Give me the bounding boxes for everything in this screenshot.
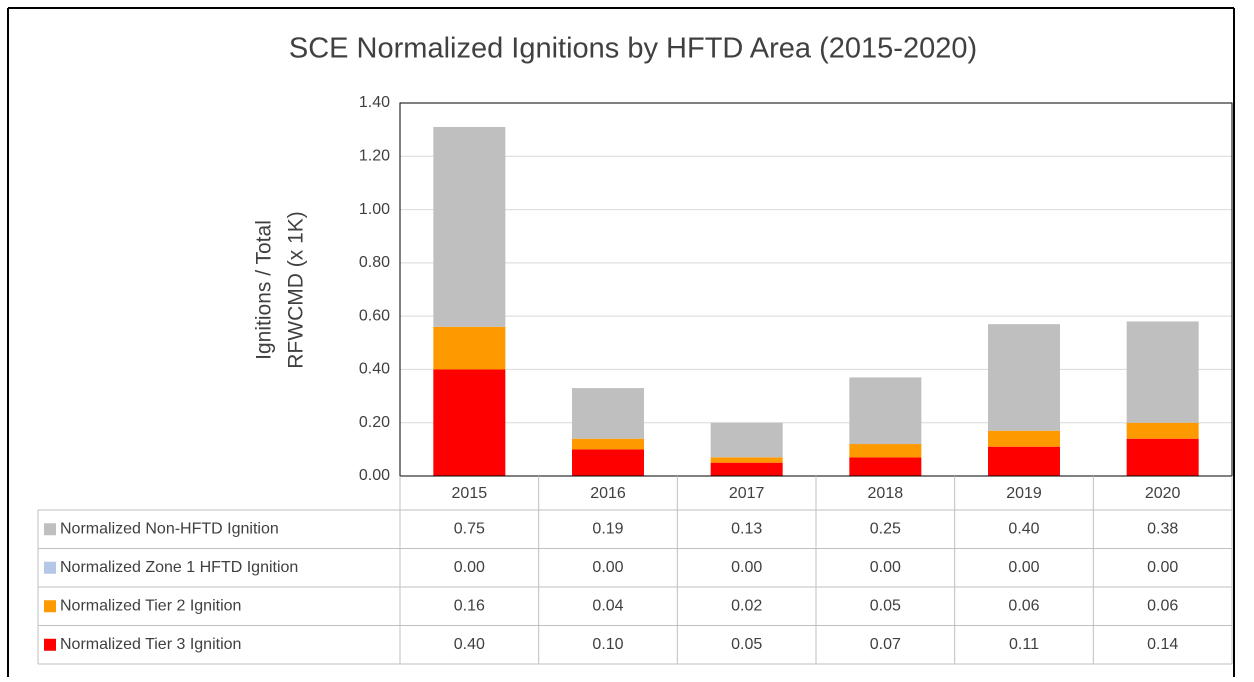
bar-segment [988, 430, 1060, 447]
legend-swatch [44, 561, 56, 574]
legend-swatch [44, 638, 56, 651]
x-tick-label: 2015 [452, 485, 488, 502]
y-tick-label: 0.40 [359, 361, 390, 378]
y-axis-label: Ignitions / Total [253, 220, 276, 360]
y-axis-label: RFWCMD (x 1K) [285, 211, 308, 368]
bar-segment [988, 446, 1060, 476]
table-value: 0.05 [731, 636, 762, 653]
bar-segment [988, 324, 1060, 431]
y-tick-label: 1.40 [359, 94, 390, 111]
bar-segment [710, 462, 783, 476]
table-value: 0.00 [731, 559, 762, 576]
x-tick-label: 2016 [590, 485, 626, 502]
legend-swatch [44, 523, 56, 536]
legend-swatch [44, 600, 56, 613]
y-tick-label: 0.60 [359, 307, 390, 324]
bar-segment [849, 444, 922, 458]
table-value: 0.10 [592, 636, 623, 653]
bar-segment [849, 377, 922, 445]
x-tick-label: 2020 [1145, 485, 1181, 502]
bar-segment [849, 457, 922, 476]
table-value: 0.38 [1147, 520, 1178, 537]
table-value: 0.16 [454, 597, 485, 614]
y-tick-label: 0.00 [359, 467, 390, 484]
bar-segment [710, 422, 783, 458]
table-value: 0.14 [1147, 636, 1178, 653]
y-tick-label: 0.80 [359, 254, 390, 271]
bar-segment [1126, 438, 1199, 476]
table-value: 0.05 [870, 597, 901, 614]
table-value: 0.13 [731, 520, 762, 537]
y-tick-label: 0.20 [359, 414, 390, 431]
table-value: 0.25 [870, 520, 901, 537]
bar-segment [572, 438, 644, 450]
x-tick-label: 2018 [868, 485, 904, 502]
bar-segment [710, 457, 783, 463]
table-value: 0.02 [731, 597, 762, 614]
table-value: 0.40 [454, 636, 485, 653]
table-value: 0.00 [1147, 559, 1178, 576]
table-value: 0.11 [1009, 636, 1039, 653]
bar-segment [1126, 321, 1199, 423]
table-value: 0.00 [592, 559, 623, 576]
legend-label: Normalized Zone 1 HFTD Ignition [60, 559, 298, 576]
bar-segment [572, 388, 644, 439]
chart-title: SCE Normalized Ignitions by HFTD Area (2… [289, 33, 977, 65]
x-tick-label: 2017 [729, 485, 765, 502]
table-value: 0.07 [870, 636, 901, 653]
bar-segment [572, 449, 644, 476]
table-value: 0.00 [1008, 559, 1039, 576]
bar-segment [433, 126, 506, 327]
y-tick-label: 1.00 [359, 201, 390, 218]
legend-label: Normalized Tier 2 Ignition [60, 597, 241, 614]
legend-label: Normalized Tier 3 Ignition [60, 636, 241, 653]
table-value: 0.00 [454, 559, 485, 576]
x-tick-label: 2019 [1006, 485, 1042, 502]
bar-segment [1126, 422, 1199, 439]
table-value: 0.04 [592, 597, 623, 614]
table-value: 0.00 [870, 559, 901, 576]
table-value: 0.19 [592, 520, 623, 537]
bar-segment [433, 369, 506, 476]
legend-label: Normalized Non-HFTD Ignition [60, 520, 279, 537]
plot-border [399, 102, 1233, 477]
y-tick-label: 1.20 [359, 148, 390, 165]
table-value: 0.06 [1147, 597, 1178, 614]
bar-segment [433, 326, 506, 370]
table-value: 0.75 [454, 520, 485, 537]
table-value: 0.40 [1008, 520, 1039, 537]
table-value: 0.06 [1008, 597, 1039, 614]
